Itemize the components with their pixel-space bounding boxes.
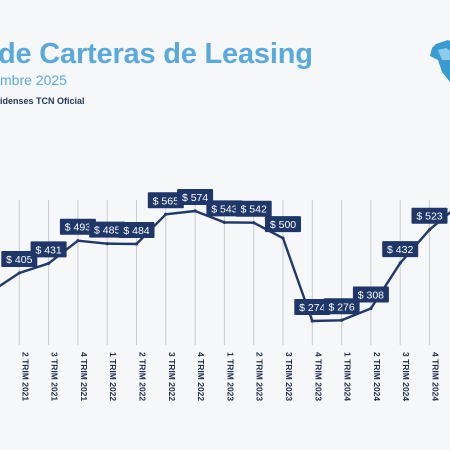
data-point [105,242,109,246]
data-label-box [411,207,448,224]
data-point [134,242,139,246]
x-tick-label: 4 TRIM 2021 [79,352,89,401]
data-point [76,239,80,243]
data-point [164,212,168,216]
data-label: $ 574 [182,192,208,204]
data-label-box [265,216,301,233]
data-label: $ 484 [123,225,149,237]
data-label: $ 500 [270,219,296,231]
data-point [340,318,344,322]
data-label-box [147,192,184,209]
chart-source: idenses TCN Oficial [0,96,85,106]
data-label-box [323,298,360,315]
data-label: $ 432 [387,244,413,256]
x-tick-label: 2 TRIM 2021 [20,352,30,401]
data-label-box [177,189,214,205]
x-tick-label: 3 TRIM 2024 [401,352,411,401]
chart-subtitle: mbre 2025 [0,72,67,88]
x-tick-label: 2 TRIM 2022 [138,352,148,401]
data-label: $ 542 [241,204,267,216]
data-label-box [352,286,389,303]
data-label: $ 276 [328,301,354,313]
data-label: $ 431 [35,244,61,256]
data-label: $ 493 [65,222,91,234]
data-point [310,319,314,323]
data-label: $ 543 [211,203,237,215]
data-point [222,220,226,224]
data-label-box [89,221,126,238]
map-logo-icon [430,40,450,82]
data-point [47,261,51,266]
data-point [398,261,402,265]
data-point [193,209,197,213]
data-label: $ 274 [299,302,325,314]
x-tick-label: 4 TRIM 2023 [313,352,323,401]
data-label-box [59,218,96,235]
data-label-box [30,241,67,258]
x-tick-label: 1 TRIM 2024 [343,352,353,401]
chart-title: de Carteras de Leasing [0,38,313,71]
x-tick-label: 3 TRIM 2022 [167,352,177,401]
data-label: $ 523 [416,211,442,223]
chart-title-bold: de Carteras [0,38,156,70]
data-point [281,236,285,240]
data-point [427,228,432,232]
x-tick-label: 1 TRIM 2022 [108,352,118,401]
data-label: $ 405 [6,254,32,266]
x-tick-label: 4 TRIM 2022 [196,352,206,401]
x-tick-label: 3 TRIM 2021 [50,352,60,401]
data-point [369,306,373,311]
x-tick-label: 1 TRIM 2023 [225,352,235,401]
data-label-box [206,200,243,217]
data-label: $ 485 [94,225,120,237]
x-tick-label: 4 TRIM 2024 [431,352,441,401]
x-tick-label: 2 TRIM 2024 [372,352,382,401]
data-label: $ 565 [153,195,179,207]
data-label-box [294,299,331,315]
data-point [17,271,21,275]
data-label: $ 308 [358,290,384,302]
chart-title-rest: de Leasing [155,38,313,70]
data-label-box [1,250,38,267]
data-label-box [382,241,419,258]
data-label-box [235,200,272,217]
data-label-box [118,222,155,238]
x-tick-label: 3 TRIM 2023 [284,352,294,401]
x-tick-label: 2 TRIM 2023 [255,352,265,401]
data-point [252,221,256,225]
